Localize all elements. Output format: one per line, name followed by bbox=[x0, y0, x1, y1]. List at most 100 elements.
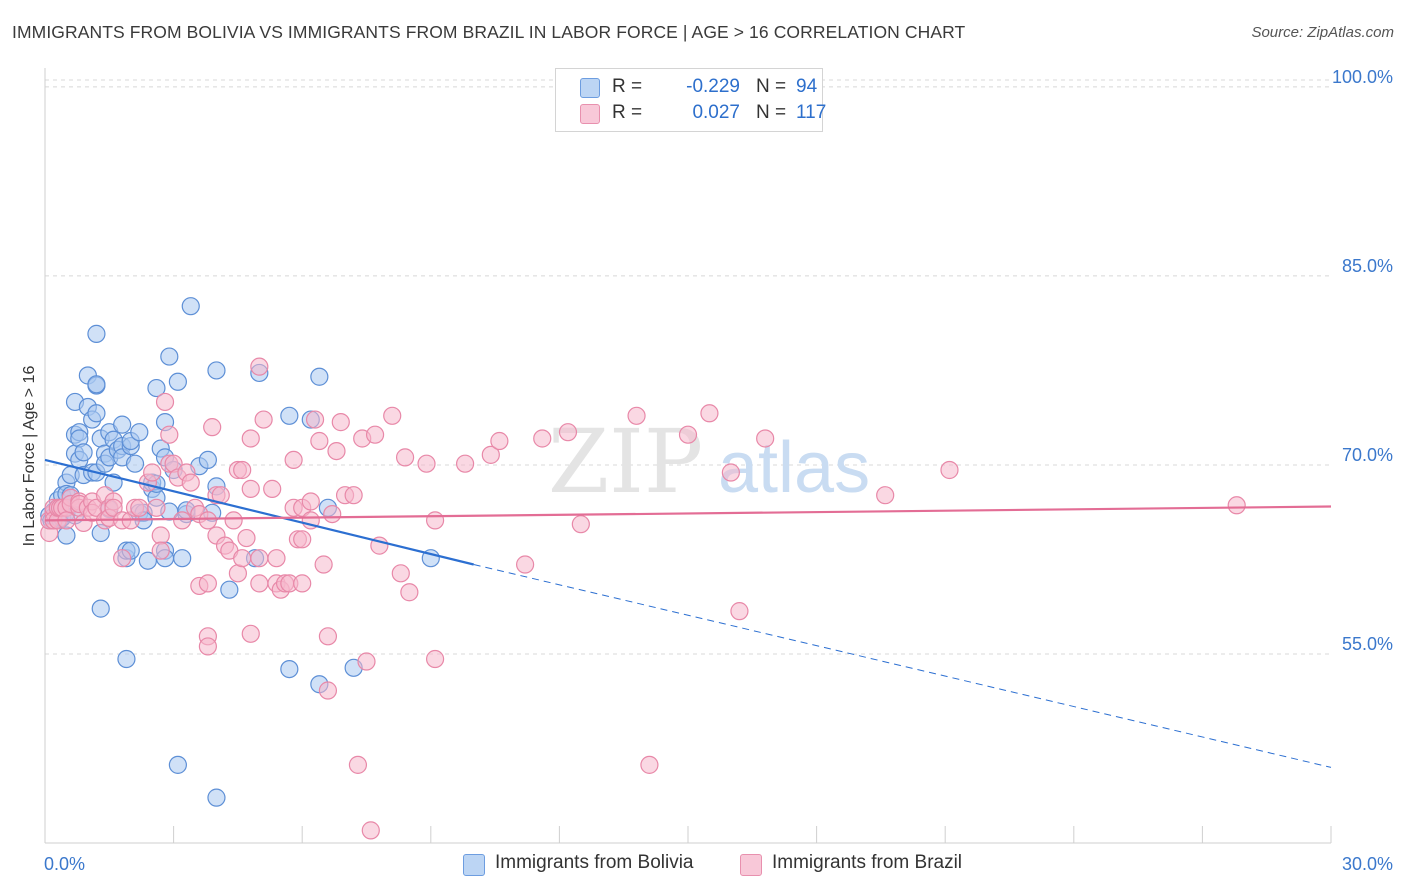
data-point bbox=[207, 788, 226, 807]
data-point bbox=[237, 528, 256, 548]
data-point bbox=[125, 454, 145, 473]
axes bbox=[44, 68, 1332, 844]
data-point bbox=[425, 511, 445, 530]
data-point bbox=[323, 504, 342, 524]
y-tick-label: 55.0% bbox=[1342, 634, 1393, 654]
legend-swatch-bolivia bbox=[463, 854, 485, 876]
data-point bbox=[228, 564, 247, 583]
data-point bbox=[173, 511, 192, 530]
data-point bbox=[168, 372, 187, 391]
data-point bbox=[558, 423, 578, 442]
trend-line-bolivia bbox=[44, 458, 474, 566]
data-point bbox=[147, 378, 166, 398]
data-point bbox=[241, 479, 260, 498]
y-tick-label: 85.0% bbox=[1342, 256, 1393, 276]
data-point bbox=[250, 549, 269, 568]
data-point bbox=[130, 423, 149, 442]
data-point bbox=[395, 448, 415, 467]
y-axis-label: In Labor Force | Age > 16 bbox=[21, 366, 38, 547]
legend-swatch-bolivia bbox=[580, 78, 600, 98]
data-point bbox=[224, 511, 243, 530]
data-point bbox=[490, 431, 509, 451]
data-point bbox=[198, 574, 217, 593]
data-point bbox=[147, 498, 166, 517]
data-point bbox=[160, 347, 179, 366]
data-point bbox=[481, 445, 500, 464]
data-point bbox=[155, 392, 175, 412]
x-tick-label: 0.0% bbox=[44, 854, 85, 874]
data-point bbox=[533, 429, 552, 448]
legend-label-bolivia: Immigrants from Bolivia bbox=[495, 852, 694, 873]
data-point bbox=[151, 526, 170, 545]
data-point bbox=[284, 450, 303, 470]
legend-n-value: 94 bbox=[796, 76, 818, 97]
watermark-atlas: atlas bbox=[718, 428, 870, 508]
data-point bbox=[113, 415, 132, 434]
data-point bbox=[87, 324, 106, 343]
data-point bbox=[117, 649, 136, 669]
data-point bbox=[318, 681, 338, 700]
data-point bbox=[151, 541, 170, 560]
data-point bbox=[280, 659, 299, 679]
data-point bbox=[756, 429, 775, 448]
data-point bbox=[267, 549, 286, 568]
data-point bbox=[173, 549, 192, 568]
data-point bbox=[310, 431, 329, 451]
data-point bbox=[425, 649, 445, 669]
data-point bbox=[417, 454, 436, 473]
data-point bbox=[87, 375, 106, 394]
data-point bbox=[160, 425, 179, 444]
data-point bbox=[198, 511, 217, 530]
data-point bbox=[241, 624, 260, 643]
data-point bbox=[365, 425, 385, 444]
legend-swatch-brazil bbox=[580, 104, 600, 124]
data-point bbox=[250, 574, 269, 593]
data-point bbox=[207, 361, 226, 380]
data-point bbox=[344, 486, 363, 505]
trend-line-bolivia-extrapolated bbox=[473, 564, 1332, 768]
data-point bbox=[198, 450, 217, 470]
source-credit: Source: ZipAtlas.com bbox=[1251, 24, 1394, 41]
data-point bbox=[293, 530, 312, 549]
data-point bbox=[318, 627, 338, 646]
watermark: ZIP atlas bbox=[548, 410, 870, 513]
data-point bbox=[254, 410, 273, 429]
data-point bbox=[678, 425, 698, 444]
data-point bbox=[348, 755, 368, 774]
data-point bbox=[1227, 496, 1246, 515]
data-point bbox=[455, 454, 475, 473]
legend-label-brazil: Immigrants from Brazil bbox=[772, 852, 963, 873]
data-point bbox=[280, 406, 299, 425]
data-point bbox=[361, 821, 380, 840]
data-point bbox=[391, 564, 410, 583]
data-point bbox=[940, 460, 959, 480]
data-point bbox=[571, 515, 590, 534]
data-point bbox=[87, 404, 106, 423]
data-point bbox=[181, 297, 200, 316]
data-point bbox=[57, 526, 76, 545]
data-point bbox=[640, 755, 659, 774]
trend-line-brazil bbox=[44, 505, 1332, 522]
legend-r-label: R = bbox=[612, 102, 643, 123]
data-point bbox=[400, 583, 419, 602]
data-point bbox=[516, 555, 535, 574]
series-legend: Immigrants from Bolivia Immigrants from … bbox=[0, 852, 1406, 878]
data-point bbox=[327, 441, 346, 461]
data-point bbox=[241, 429, 260, 448]
data-point bbox=[305, 410, 325, 429]
data-point bbox=[220, 580, 239, 599]
data-point bbox=[250, 357, 269, 376]
legend-r-value: -0.229 bbox=[686, 76, 740, 97]
data-point bbox=[383, 406, 402, 425]
data-point bbox=[203, 418, 222, 437]
data-point bbox=[233, 549, 252, 568]
data-point bbox=[730, 602, 749, 621]
legend-r-label: R = bbox=[612, 76, 643, 97]
data-point bbox=[143, 463, 162, 482]
data-point bbox=[233, 460, 252, 480]
legend-n-label: N = bbox=[756, 76, 787, 97]
data-point bbox=[310, 367, 329, 386]
data-point bbox=[721, 463, 740, 482]
data-point bbox=[74, 443, 93, 462]
